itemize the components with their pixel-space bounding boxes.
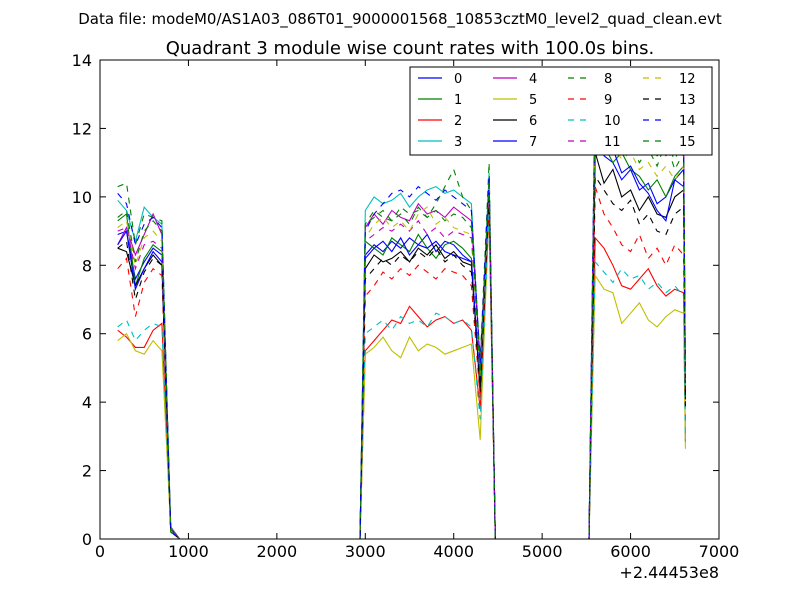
x-tick-label: 0 xyxy=(95,542,105,561)
legend-label-12: 12 xyxy=(679,72,696,87)
x-tick-label: 3000 xyxy=(345,542,386,561)
legend-box xyxy=(409,66,713,156)
legend-label-2: 2 xyxy=(454,114,462,129)
legend-label-9: 9 xyxy=(604,93,612,108)
legend-label-6: 6 xyxy=(529,114,537,129)
y-tick-label: 12 xyxy=(72,119,92,138)
series-line-10 xyxy=(117,210,686,540)
chart-title: Quadrant 3 module wise count rates with … xyxy=(166,38,655,59)
x-tick-label: 1000 xyxy=(168,542,209,561)
y-tick-label: 14 xyxy=(72,51,92,70)
y-tick-label: 2 xyxy=(82,462,92,481)
legend-label-7: 7 xyxy=(529,135,537,150)
x-tick-label: 5000 xyxy=(522,542,563,561)
x-tick-label: 2000 xyxy=(256,542,297,561)
legend-label-0: 0 xyxy=(454,72,462,87)
legend-label-1: 1 xyxy=(454,93,462,108)
x-tick-label: 7000 xyxy=(699,542,740,561)
y-tick-label: 0 xyxy=(82,530,92,549)
legend-label-15: 15 xyxy=(679,135,696,150)
series-line-9 xyxy=(117,186,686,540)
series-line-11 xyxy=(117,76,686,540)
legend-label-4: 4 xyxy=(529,72,537,87)
y-tick-label: 8 xyxy=(82,256,92,275)
x-tick-label: 6000 xyxy=(610,542,651,561)
chart-suptitle: Data file: modeM0/AS1A03_086T01_90000015… xyxy=(78,10,722,29)
x-axis-offset-label: +2.44453e8 xyxy=(619,563,719,582)
x-tick-label: 4000 xyxy=(433,542,474,561)
y-tick-label: 4 xyxy=(82,393,92,412)
legend-label-5: 5 xyxy=(529,93,537,108)
legend-label-13: 13 xyxy=(679,93,696,108)
legend-label-10: 10 xyxy=(604,114,621,129)
legend-label-8: 8 xyxy=(604,72,612,87)
legend-label-11: 11 xyxy=(604,135,621,150)
legend-label-14: 14 xyxy=(679,114,696,129)
legend-label-3: 3 xyxy=(454,135,462,150)
y-tick-label: 6 xyxy=(82,325,92,344)
y-tick-label: 10 xyxy=(72,188,92,207)
axes-frame xyxy=(99,59,720,540)
